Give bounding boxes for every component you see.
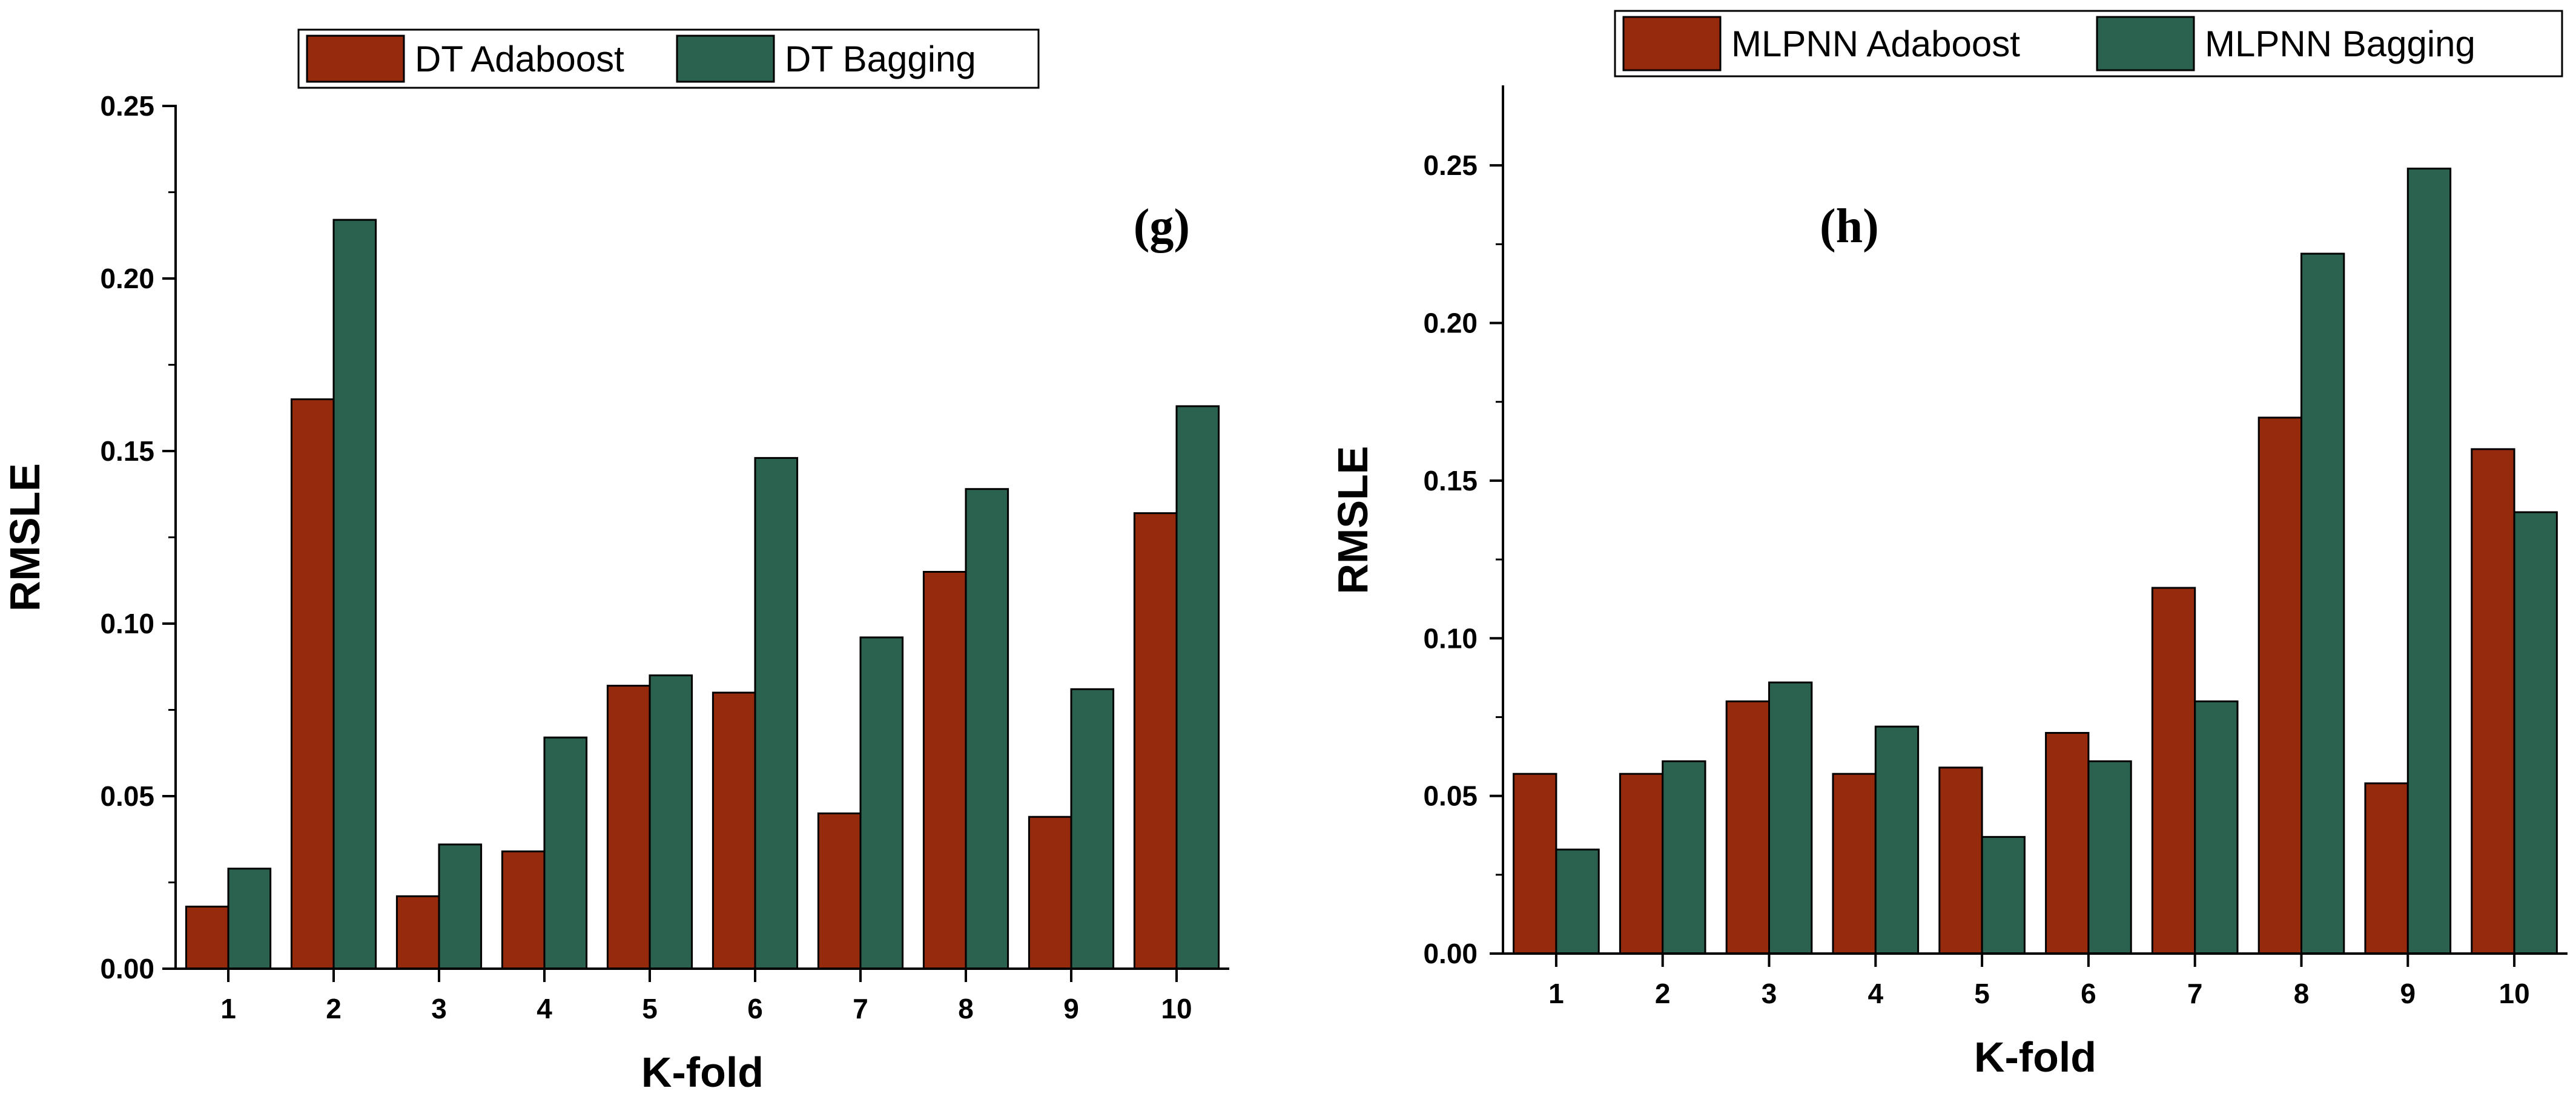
legend-label-adaboost: MLPNN Adaboost	[1731, 24, 2020, 64]
y-tick-label: 0.15	[100, 435, 154, 467]
bar-adaboost-5	[606, 685, 651, 970]
y-tick-label: 0.10	[1423, 622, 1478, 654]
x-tick-label: 7	[853, 993, 868, 1024]
bar-bagging-2	[332, 219, 377, 970]
bar-adaboost-4	[1832, 773, 1877, 955]
bar-adaboost-1	[1513, 773, 1557, 955]
x-tick-label: 2	[326, 993, 342, 1024]
bar-adaboost-7	[2151, 587, 2196, 955]
x-tick-label: 10	[1161, 993, 1192, 1024]
legend-swatch-adaboost	[306, 35, 405, 83]
bar-bagging-7	[2194, 700, 2239, 955]
y-axis-title: RMSLE	[1329, 446, 1376, 595]
bar-bagging-6	[2087, 760, 2132, 955]
legend-box	[1614, 10, 2563, 77]
y-tick-label: 0.00	[1423, 938, 1478, 969]
y-tick-label: 0.15	[1423, 465, 1478, 496]
bar-bagging-5	[649, 674, 693, 970]
x-tick-label: 1	[220, 993, 236, 1024]
x-tick-label: 3	[431, 993, 447, 1024]
x-tick-label: 2	[1655, 978, 1671, 1009]
x-tick-label: 8	[2294, 978, 2310, 1009]
x-tick-label: 4	[1868, 978, 1884, 1009]
x-axis-title: K-fold	[641, 1049, 764, 1096]
bar-bagging-6	[754, 456, 799, 970]
x-tick-label: 7	[2187, 978, 2203, 1009]
y-tick-label: 0.00	[100, 953, 154, 984]
bar-adaboost-4	[501, 850, 546, 970]
bar-bagging-8	[965, 488, 1009, 970]
legend-label-bagging: DT Bagging	[785, 39, 976, 79]
bar-bagging-10	[1175, 405, 1220, 970]
x-tick-label: 4	[537, 993, 552, 1024]
bar-bagging-9	[2406, 167, 2452, 955]
x-axis-title: K-fold	[1974, 1033, 2096, 1081]
panel-label: (h)	[1820, 200, 1879, 253]
bar-adaboost-9	[1028, 816, 1072, 970]
legend-swatch-bagging	[676, 35, 775, 83]
bar-bagging-8	[2300, 252, 2345, 955]
x-tick-label: 6	[747, 993, 763, 1024]
x-tick-label: 5	[1974, 978, 1990, 1009]
bar-bagging-7	[859, 636, 904, 970]
bar-adaboost-8	[2257, 417, 2302, 955]
bar-adaboost-10	[2471, 448, 2515, 955]
y-tick-label: 0.25	[1423, 150, 1478, 181]
bar-bagging-1	[227, 868, 272, 970]
bar-bagging-5	[1981, 836, 2026, 955]
bar-adaboost-3	[395, 895, 440, 970]
bar-adaboost-2	[290, 398, 335, 970]
bar-adaboost-3	[1725, 700, 1770, 955]
y-tick-label: 0.10	[100, 608, 154, 639]
legend-label-adaboost: DT Adaboost	[415, 39, 624, 79]
x-tick-label: 3	[1762, 978, 1777, 1009]
legend-swatch-bagging	[2096, 16, 2195, 71]
x-tick-label: 6	[2081, 978, 2096, 1009]
bar-adaboost-5	[1938, 766, 1983, 955]
y-tick-label: 0.25	[100, 90, 154, 122]
bar-adaboost-6	[712, 691, 756, 970]
bar-adaboost-7	[817, 812, 862, 970]
legend-box	[297, 28, 1040, 89]
x-tick-label: 9	[2400, 978, 2416, 1009]
bar-bagging-9	[1070, 688, 1115, 970]
legend-swatch-adaboost	[1622, 16, 1722, 71]
y-tick-label: 0.05	[1423, 780, 1478, 812]
bar-adaboost-1	[185, 905, 230, 970]
bar-bagging-4	[543, 736, 588, 970]
bar-bagging-3	[1768, 681, 1813, 955]
bar-bagging-10	[2513, 511, 2558, 955]
panel-label: (g)	[1134, 200, 1190, 253]
bar-bagging-1	[1555, 848, 1600, 955]
x-tick-label: 10	[2499, 978, 2530, 1009]
y-axis-title: RMSLE	[1, 463, 48, 611]
y-tick-label: 0.05	[100, 780, 154, 812]
bar-adaboost-6	[2045, 731, 2090, 955]
bar-adaboost-2	[1619, 773, 1664, 955]
bar-adaboost-9	[2364, 782, 2409, 955]
bar-bagging-3	[438, 843, 483, 970]
bar-adaboost-10	[1133, 512, 1178, 970]
y-tick-label: 0.20	[100, 263, 154, 294]
bar-bagging-4	[1874, 725, 1920, 955]
bar-bagging-2	[1662, 760, 1706, 955]
x-tick-label: 1	[1548, 978, 1564, 1009]
bar-adaboost-8	[922, 571, 967, 970]
x-tick-label: 8	[958, 993, 974, 1024]
chart-panel-g: 0.00 0.05 0.10 0.15 0.20 0.25 1 2 3 4 5 6 7 8 9 10 K-fol…	[1, 28, 1229, 1096]
chart-panel-h: 0.00 0.05 0.10 0.15 0.20 0.25 1 2 3 4 5 6 7 8 9 10 K-fol…	[1329, 10, 2568, 1081]
y-tick-label: 0.20	[1423, 308, 1478, 339]
x-tick-label: 5	[642, 993, 658, 1024]
x-tick-label: 9	[1063, 993, 1079, 1024]
legend-label-bagging: MLPNN Bagging	[2205, 24, 2475, 64]
